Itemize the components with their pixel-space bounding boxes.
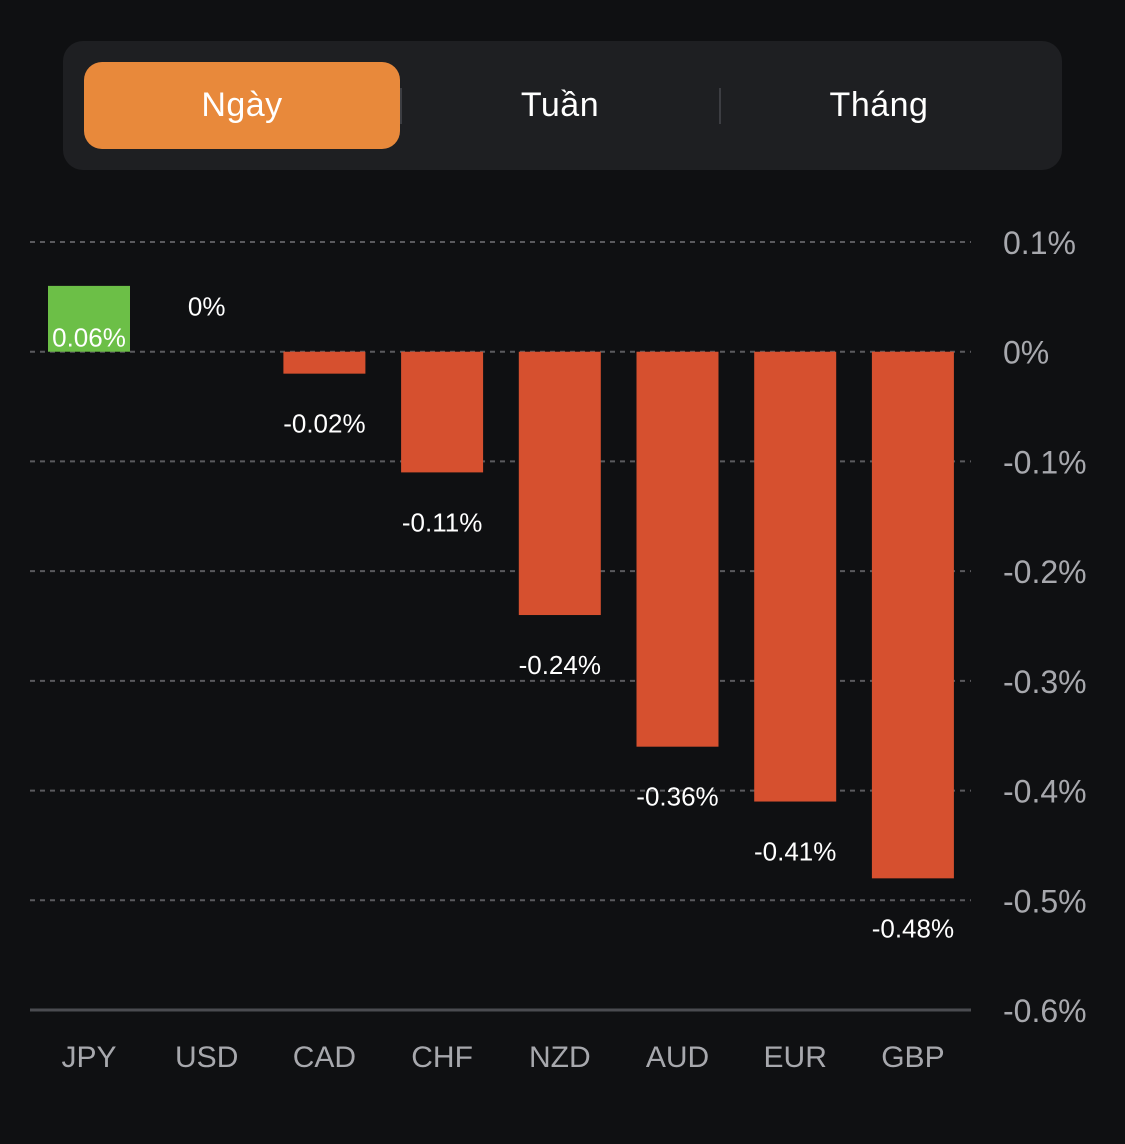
data-label: -0.02%: [283, 409, 365, 439]
data-label: 0.06%: [52, 323, 126, 353]
bar-jpy: [48, 285, 130, 352]
data-label: 0%: [188, 292, 226, 322]
x-tick-label: AUD: [646, 1041, 709, 1074]
y-tick-label: -0.1%: [1003, 444, 1087, 480]
bar-eur: [754, 351, 837, 802]
tab-week[interactable]: Tuần: [520, 86, 600, 124]
tab-divider: [400, 88, 402, 124]
y-tick-label: -0.2%: [1003, 554, 1087, 590]
bar-nzd: [518, 351, 601, 616]
x-tick-label: NZD: [529, 1041, 591, 1074]
data-label: -0.48%: [872, 913, 954, 943]
x-tick-label: GBP: [881, 1041, 944, 1074]
y-tick-label: 0%: [1003, 335, 1049, 371]
tab-month[interactable]: Tháng: [829, 86, 929, 124]
bar-aud: [636, 351, 719, 747]
x-tick-label: EUR: [764, 1041, 827, 1074]
data-label: -0.24%: [519, 650, 601, 680]
x-tick-label: CAD: [293, 1041, 356, 1074]
y-tick-label: 0.1%: [1003, 225, 1076, 261]
bar-chf: [401, 351, 484, 473]
bar-cad: [283, 351, 366, 374]
y-tick-label: -0.5%: [1003, 883, 1087, 919]
x-tick-label: USD: [175, 1041, 238, 1074]
y-tick-label: -0.4%: [1003, 774, 1087, 810]
data-label: -0.36%: [636, 782, 718, 812]
bar-gbp: [871, 351, 954, 879]
y-tick-label: -0.3%: [1003, 664, 1087, 700]
x-tick-label: CHF: [411, 1041, 473, 1074]
data-label: -0.41%: [754, 837, 836, 867]
y-tick-label: -0.6%: [1003, 993, 1087, 1029]
period-segmented-control: Ngày Tuần Tháng: [63, 41, 1062, 170]
data-label: -0.11%: [402, 507, 482, 537]
x-tick-label: JPY: [61, 1041, 116, 1074]
tab-day[interactable]: Ngày: [84, 62, 400, 149]
tab-divider: [719, 88, 721, 124]
